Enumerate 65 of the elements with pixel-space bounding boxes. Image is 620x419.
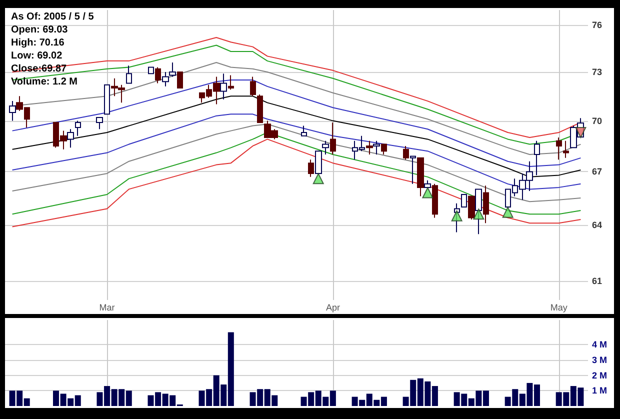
y-tick-label: 1 M [592, 386, 608, 396]
candlestick [250, 76, 256, 97]
annotation: As Of: 2005 / 5 / 5 [11, 12, 94, 22]
y-tick-label: 67 [592, 166, 602, 177]
candlestick [454, 202, 460, 233]
line-series [12, 138, 582, 228]
line-series [12, 62, 582, 155]
candlestick [403, 145, 409, 160]
candlestick [381, 144, 387, 155]
candlestick [483, 185, 489, 224]
y-tick-label: 76 [592, 20, 602, 30]
candlestick [308, 159, 314, 178]
candlestick [228, 74, 234, 90]
candlestick [556, 137, 562, 160]
candlestick [432, 183, 438, 218]
point [502, 206, 514, 218]
x-tick-label: May [550, 302, 568, 312]
candlestick [424, 180, 431, 188]
y-tick-label: 2 M [592, 370, 608, 380]
candlestick [162, 72, 169, 87]
y-tick-label: 61 [592, 276, 602, 286]
line-series [12, 114, 582, 190]
candlestick [373, 140, 380, 155]
point [422, 187, 434, 198]
point [451, 210, 462, 222]
candlestick [126, 65, 132, 84]
point [473, 208, 484, 220]
candlestick [301, 125, 307, 136]
candlestick [257, 94, 263, 123]
candlestick [9, 100, 16, 122]
candlestick [322, 140, 329, 155]
candlestick [155, 66, 161, 84]
annotation: Volume: 1.2 M [11, 76, 78, 88]
candlestick [75, 120, 81, 136]
candlestick [330, 122, 336, 155]
candlestick [169, 62, 176, 78]
y-tick-label: 3 M [592, 354, 608, 365]
point [312, 173, 324, 184]
candlestick [468, 196, 475, 220]
candlestick [410, 156, 416, 184]
candlestick [417, 157, 424, 197]
candlestick [315, 150, 322, 174]
x-tick-label: Apr [326, 302, 340, 312]
candlestick [534, 140, 540, 176]
candlestick [366, 140, 373, 155]
x-tick-label: Mar [99, 302, 115, 312]
candlestick [461, 194, 467, 208]
candlestick [563, 140, 569, 158]
candlestick [220, 73, 227, 100]
candlestick [177, 72, 183, 89]
annotation: Open: 69.03 [11, 24, 68, 36]
y-tick-label: 64 [592, 220, 602, 230]
y-tick-label: 73 [592, 67, 602, 78]
line-series [12, 96, 582, 178]
candlestick [96, 116, 103, 130]
line-series [12, 124, 582, 202]
candlestick [67, 128, 74, 148]
y-tick-label: 70 [592, 116, 602, 126]
point [575, 126, 586, 138]
candlestick [104, 84, 110, 115]
annotation: High: 70.16 [11, 38, 65, 48]
candlestick [475, 188, 482, 235]
y-tick-label: 4 M [592, 340, 608, 350]
candlestick [148, 66, 154, 74]
annotation: Low: 69.02 [11, 50, 63, 62]
